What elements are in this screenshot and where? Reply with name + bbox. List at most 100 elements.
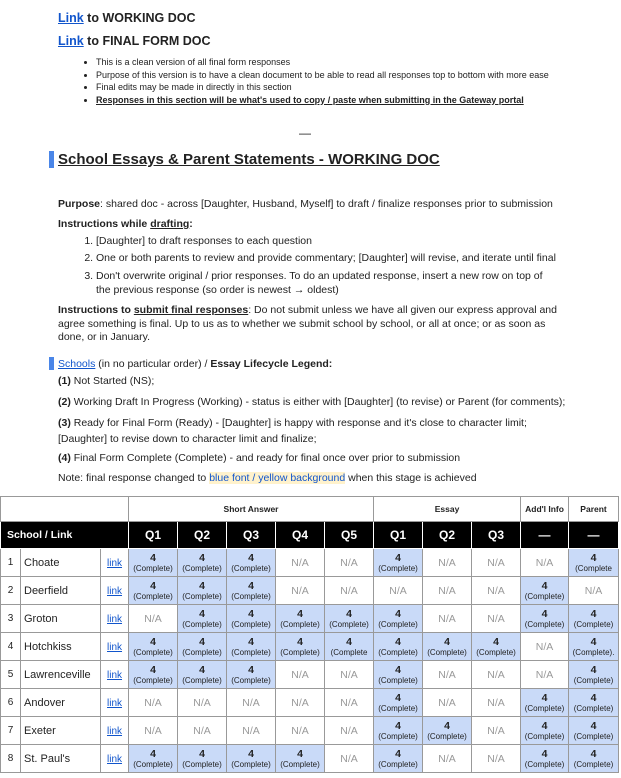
status-cell: 4 (Complete): [128, 576, 179, 605]
status: (Complete): [573, 731, 614, 741]
status-cell: 4 (Complete): [520, 744, 570, 773]
bullet: Final edits may be made in directly in t…: [96, 81, 566, 94]
header-group: Essay: [373, 496, 522, 522]
link-cell: link: [99, 744, 130, 773]
step: Don't overwrite original / prior respons…: [96, 269, 546, 297]
status-cell: N/A: [520, 548, 570, 577]
school-name: St. Paul's: [20, 744, 101, 773]
submit: Instructions to submit final responses: …: [58, 304, 558, 345]
school-name: Hotchkiss: [20, 632, 101, 661]
status-cell: 4 (Complete): [373, 744, 424, 773]
status-cell: 4 (Complete): [128, 660, 179, 689]
status: (Complete): [182, 563, 222, 573]
header-group: Short Answer: [128, 496, 375, 522]
status: (Complete): [231, 619, 271, 629]
status-cell: 4 (Complete): [177, 548, 228, 577]
status-cell: 4 (Complete): [568, 604, 620, 633]
score: 4: [199, 635, 205, 648]
score: 4: [541, 719, 548, 732]
status-cell: 4 (Complete): [177, 632, 228, 661]
data-row: 8 St. Paul's link 4 (Complete) 4 (Complete) 4 (C…: [0, 744, 620, 773]
status: (Complete: [575, 563, 612, 573]
status-cell: N/A: [568, 576, 620, 605]
link[interactable]: link: [107, 725, 123, 737]
status-cell: N/A: [275, 548, 326, 577]
score: 4: [541, 691, 548, 704]
status: (Complete).: [572, 647, 615, 657]
status: (Complete): [573, 619, 614, 629]
score: 4: [590, 719, 597, 732]
status: (Complete): [378, 759, 418, 769]
column-header: —: [520, 521, 570, 549]
header-group: Parent: [568, 496, 620, 522]
status-cell: 4 (Complete): [226, 604, 277, 633]
score: 4: [248, 747, 254, 760]
text: : shared doc - across [Daughter, Husband…: [100, 198, 553, 210]
score: 4: [150, 747, 156, 760]
status: (Complete): [476, 647, 516, 657]
status-cell: N/A: [275, 716, 326, 745]
status: (Complete): [378, 647, 418, 657]
status: (Complete): [182, 591, 222, 601]
row-number: 4: [0, 632, 21, 661]
status-cell: N/A: [177, 716, 228, 745]
status-cell: 4 (Complete): [568, 716, 620, 745]
status: (Complete): [231, 563, 271, 573]
status: (Complete): [231, 759, 271, 769]
status-cell: N/A: [422, 744, 473, 773]
status-cell: N/A: [471, 688, 522, 717]
status: (Complete): [133, 563, 173, 573]
score: 4: [444, 635, 450, 648]
score: 4: [395, 747, 401, 760]
status-cell: N/A: [324, 576, 375, 605]
link[interactable]: link: [107, 641, 123, 653]
status-cell: N/A: [520, 632, 570, 661]
link-cell: link: [99, 632, 130, 661]
link[interactable]: Schools: [58, 358, 96, 370]
status-cell: 4 (Complete): [177, 576, 228, 605]
link[interactable]: link: [107, 585, 123, 597]
status: (Complete): [182, 619, 222, 629]
link[interactable]: Link: [58, 34, 84, 48]
status: (Complete): [524, 759, 565, 769]
link-cell: link: [99, 576, 130, 605]
status-cell: 4 (Complete): [373, 660, 424, 689]
status: (Complete): [133, 591, 173, 601]
step: [Daughter] to draft responses to each qu…: [96, 233, 596, 250]
status-cell: N/A: [520, 660, 570, 689]
link[interactable]: Link: [58, 11, 84, 25]
title: Essay Lifecycle Legend:: [210, 358, 333, 370]
school-name: Choate: [20, 548, 101, 577]
score: 4: [395, 691, 401, 704]
stage: (3) Ready for Final Form (Ready) - [Daug…: [58, 415, 538, 447]
score: 4: [199, 663, 205, 676]
purpose: Purpose: shared doc - across [Daughter, …: [58, 198, 578, 210]
status-cell: 4 (Complete): [324, 604, 375, 633]
column-header: Q3: [226, 521, 277, 549]
status-table: Short Answer Essay Add'l Info Parent School …: [0, 496, 620, 773]
status: (Complete): [524, 591, 565, 601]
header-row: Short Answer Essay Add'l Info Parent: [0, 496, 620, 522]
score: 4: [248, 663, 254, 676]
row-number: 5: [0, 660, 21, 689]
status-cell: 4 (Complete).: [568, 632, 620, 661]
link[interactable]: link: [107, 557, 123, 569]
data-row: 2 Deerfield link 4 (Complete) 4 (Complete) 4 (Co…: [0, 576, 620, 605]
link[interactable]: link: [107, 613, 123, 625]
status-cell: N/A: [324, 744, 375, 773]
score: 4: [395, 663, 401, 676]
link[interactable]: link: [107, 697, 123, 709]
status-cell: N/A: [128, 716, 179, 745]
link[interactable]: link: [107, 669, 123, 681]
legend-title: Schools (in no particular order) / Essay…: [58, 358, 332, 370]
link-text: to WORKING DOC: [83, 11, 196, 25]
text: Final Form Complete (Complete) - and rea…: [70, 452, 461, 464]
link[interactable]: link: [107, 753, 123, 765]
status-cell: 4 (Complete): [128, 548, 179, 577]
label: Instructions while: [58, 218, 151, 230]
num: (3): [58, 417, 71, 429]
score: 4: [590, 747, 597, 760]
status: (Complete): [231, 591, 271, 601]
score: 4: [395, 551, 401, 564]
num: (2): [58, 396, 71, 408]
